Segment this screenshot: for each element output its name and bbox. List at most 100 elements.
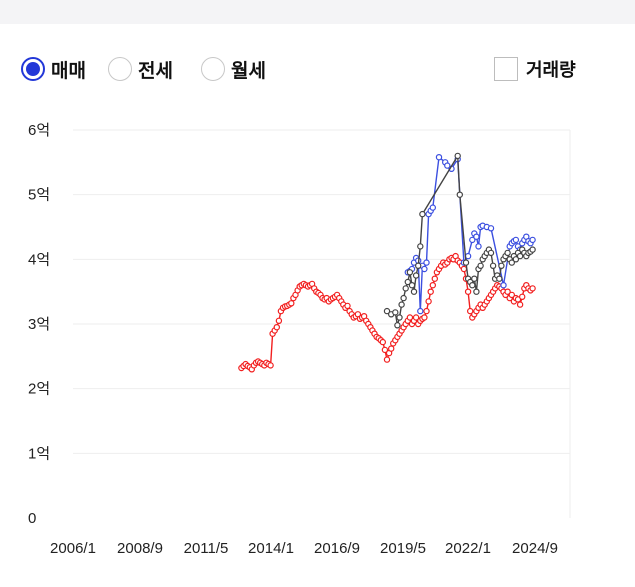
volume-toggle[interactable]: 거래량	[494, 54, 576, 84]
x-tick-label: 2011/5	[184, 540, 229, 557]
y-tick-label: 0	[28, 510, 36, 527]
x-tick-label: 2014/1	[248, 540, 294, 557]
y-tick-label: 5억	[28, 187, 50, 204]
radio-option-jeonse[interactable]: 전세	[108, 54, 173, 84]
data-point	[469, 236, 476, 244]
radio-label-trade: 매매	[51, 60, 86, 82]
data-point	[383, 307, 391, 315]
x-tick-label: 2006/1	[50, 540, 96, 557]
series-line	[407, 156, 534, 312]
data-point	[487, 225, 495, 232]
data-point	[415, 262, 422, 269]
data-point	[431, 275, 438, 282]
data-point	[469, 282, 476, 289]
data-point	[408, 282, 416, 289]
data-point	[464, 288, 472, 295]
data-point	[489, 262, 497, 269]
data-point	[288, 300, 295, 307]
data-point	[412, 314, 420, 321]
data-point	[516, 252, 524, 260]
y-tick-label: 3억	[28, 316, 50, 333]
data-point	[456, 191, 463, 198]
data-point	[529, 285, 536, 292]
data-point	[464, 252, 472, 260]
chart-controls: 매매 전세 월세 거래량	[0, 50, 635, 90]
data-point	[427, 288, 434, 295]
data-point	[417, 243, 424, 250]
data-point	[388, 345, 395, 352]
data-point	[496, 275, 503, 282]
x-tick-label: 2024/9	[512, 540, 558, 557]
data-point	[400, 294, 407, 302]
data-point	[344, 302, 351, 310]
data-point	[412, 272, 420, 279]
x-tick-label: 2016/9	[314, 540, 360, 557]
data-point	[419, 210, 426, 218]
data-point	[512, 256, 520, 263]
data-point	[477, 262, 484, 269]
data-point	[462, 259, 470, 266]
data-point	[406, 269, 414, 276]
y-tick-label: 1억	[28, 445, 50, 462]
data-point	[508, 259, 515, 266]
data-point	[500, 282, 507, 289]
data-point	[467, 307, 474, 315]
data-point	[475, 243, 482, 250]
x-tick-label: 2019/5	[380, 540, 426, 557]
data-point	[429, 204, 436, 211]
data-point	[404, 278, 411, 286]
data-point	[508, 291, 515, 299]
data-point	[394, 322, 401, 329]
radio-button-icon[interactable]	[201, 57, 225, 81]
radio-button-selected-icon[interactable]	[21, 57, 45, 81]
data-point	[460, 265, 468, 273]
data-point	[504, 249, 511, 257]
data-point	[473, 288, 480, 295]
data-point	[273, 324, 280, 331]
radio-option-wolse[interactable]: 월세	[201, 54, 266, 84]
top-bar	[0, 0, 635, 24]
data-point	[402, 285, 409, 292]
data-point	[396, 314, 403, 321]
data-point	[423, 307, 430, 315]
y-tick-label: 6억	[28, 122, 50, 139]
data-point	[421, 265, 428, 273]
data-point	[487, 249, 495, 257]
checkbox-icon[interactable]	[494, 57, 518, 81]
radio-option-trade[interactable]: 매매	[21, 54, 86, 84]
data-point	[454, 152, 461, 160]
data-point	[519, 293, 526, 300]
data-point	[392, 309, 399, 316]
data-point	[429, 282, 436, 289]
volume-label: 거래량	[526, 60, 576, 80]
data-point	[423, 259, 430, 266]
radio-button-icon[interactable]	[108, 57, 132, 81]
data-point	[512, 236, 520, 244]
data-point	[421, 314, 428, 321]
data-point	[406, 314, 414, 321]
data-point	[529, 236, 536, 244]
data-point	[498, 262, 505, 269]
radio-label-wolse: 월세	[231, 60, 266, 82]
data-point	[417, 307, 424, 315]
y-tick-label: 4억	[28, 251, 50, 268]
x-tick-label: 2022/1	[445, 540, 491, 557]
data-point	[381, 346, 389, 354]
data-point	[529, 246, 536, 253]
y-tick-label: 2억	[28, 381, 50, 398]
data-point	[267, 362, 274, 369]
data-point	[379, 338, 386, 346]
radio-label-jeonse: 전세	[138, 60, 173, 82]
data-point	[398, 301, 405, 308]
data-point	[504, 288, 511, 295]
data-point	[383, 356, 391, 363]
data-point	[471, 275, 478, 282]
data-point	[410, 288, 418, 295]
data-point	[444, 162, 451, 169]
x-tick-label: 2008/9	[117, 540, 163, 557]
data-point	[473, 233, 480, 240]
data-point	[435, 153, 443, 161]
data-point	[275, 317, 283, 324]
data-point	[425, 298, 432, 305]
